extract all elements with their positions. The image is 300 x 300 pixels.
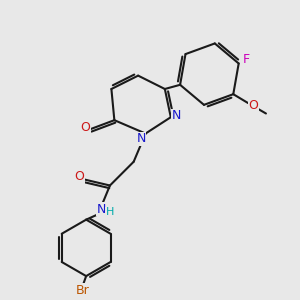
Text: O: O: [74, 170, 84, 183]
Text: Br: Br: [76, 284, 89, 297]
Text: N: N: [96, 203, 106, 216]
Text: H: H: [106, 207, 114, 217]
Text: N: N: [136, 132, 146, 146]
Text: F: F: [243, 53, 250, 66]
Text: O: O: [248, 99, 258, 112]
Text: O: O: [80, 121, 90, 134]
Text: N: N: [172, 109, 182, 122]
